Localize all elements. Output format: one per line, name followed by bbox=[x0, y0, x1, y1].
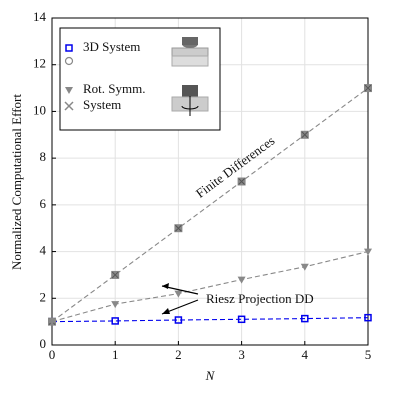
marker bbox=[64, 101, 74, 111]
marker bbox=[300, 263, 309, 271]
plot-frame bbox=[51, 17, 369, 346]
marker bbox=[48, 318, 56, 326]
y-tick-label: 6 bbox=[40, 196, 47, 211]
x-axis-label: N bbox=[205, 368, 216, 383]
marker bbox=[237, 315, 246, 324]
marker bbox=[364, 313, 372, 322]
x-tick-label: 5 bbox=[365, 347, 372, 362]
marker-part bbox=[238, 178, 245, 185]
y-tick-label: 10 bbox=[33, 102, 46, 117]
marker bbox=[174, 316, 183, 324]
y-tick-label: 0 bbox=[40, 336, 47, 351]
legend-label: Rot. Symm. bbox=[83, 81, 146, 96]
marker bbox=[174, 290, 183, 298]
y-tick-label: 4 bbox=[40, 243, 47, 258]
legend: 3D System Rot. Symm.System bbox=[59, 27, 221, 131]
icon bbox=[182, 37, 198, 45]
series-line bbox=[51, 87, 369, 323]
marker bbox=[237, 276, 246, 284]
y-axis-label: Normalized Computational Effort bbox=[9, 94, 24, 270]
x-tick-label: 3 bbox=[238, 347, 245, 362]
marker bbox=[174, 224, 183, 233]
marker bbox=[64, 56, 74, 66]
legend-label: System bbox=[83, 97, 121, 112]
marker bbox=[300, 130, 309, 139]
y-tick-label: 8 bbox=[40, 149, 47, 164]
x-tick-label: 0 bbox=[49, 347, 56, 362]
y-tick-label: 12 bbox=[33, 56, 46, 71]
marker bbox=[65, 87, 73, 94]
legend-label: 3D System bbox=[83, 39, 140, 54]
marker bbox=[111, 301, 120, 309]
icon bbox=[182, 85, 198, 97]
marker bbox=[111, 270, 120, 279]
x-tick-label: 2 bbox=[175, 347, 182, 362]
marker bbox=[364, 84, 372, 93]
marker-part bbox=[301, 131, 309, 139]
series-line bbox=[51, 317, 369, 323]
icon bbox=[181, 96, 199, 116]
series-line bbox=[51, 251, 369, 323]
marker bbox=[111, 317, 119, 325]
y-tick-label: 2 bbox=[40, 289, 47, 304]
y-tick-label: 14 bbox=[33, 9, 47, 24]
marker bbox=[301, 314, 309, 323]
x-tick-label: 1 bbox=[112, 347, 119, 362]
arrow-head bbox=[162, 283, 170, 314]
marker-part bbox=[175, 224, 182, 232]
marker-part bbox=[364, 84, 372, 92]
marker-part bbox=[111, 271, 119, 279]
annotation: Finite Differences bbox=[193, 133, 277, 201]
icon bbox=[171, 55, 209, 67]
marker bbox=[237, 177, 246, 186]
x-tick-label: 4 bbox=[302, 347, 309, 362]
marker bbox=[65, 44, 73, 52]
annotation: Riesz Projection DD bbox=[206, 291, 314, 306]
marker bbox=[364, 248, 372, 256]
